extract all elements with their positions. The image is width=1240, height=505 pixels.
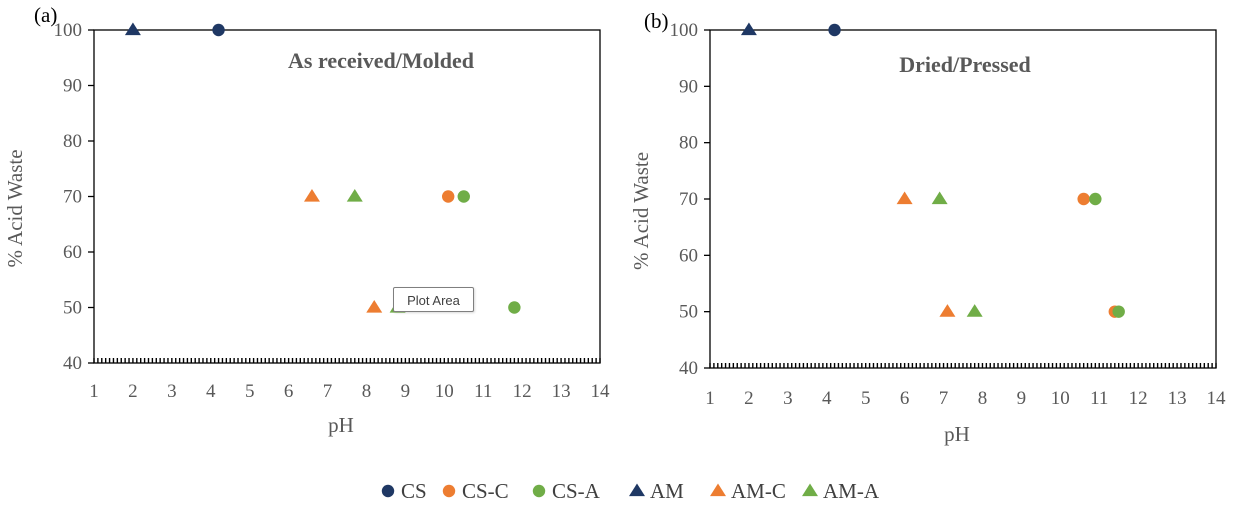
y-tick-label: 80 bbox=[679, 133, 698, 154]
legend-label-cs: CS bbox=[401, 479, 427, 503]
plot-area bbox=[709, 29, 1217, 369]
panel-label: (b) bbox=[644, 9, 669, 33]
legend-label-am-c: AM-C bbox=[731, 479, 786, 503]
x-tick-label: 3 bbox=[167, 381, 177, 402]
legend: CS CS-C CS-A AM AM-C AM-A bbox=[381, 479, 880, 503]
x-tick-label: 11 bbox=[1090, 388, 1108, 409]
y-tick-label: 50 bbox=[63, 298, 82, 319]
legend-marker-cs-a bbox=[532, 484, 546, 498]
legend-label-cs-c: CS-C bbox=[462, 479, 509, 503]
x-axis-label: pH bbox=[328, 413, 354, 437]
point-cs-c bbox=[442, 190, 455, 203]
x-tick-label: 7 bbox=[323, 381, 333, 402]
y-tick-label: 80 bbox=[63, 131, 82, 152]
point-am-a bbox=[346, 189, 363, 202]
point-cs-a bbox=[508, 301, 521, 314]
x-tick-label: 14 bbox=[591, 381, 611, 402]
y-tick-label: 60 bbox=[63, 242, 82, 263]
y-tick-label: 70 bbox=[63, 187, 82, 208]
x-tick-label: 1 bbox=[89, 381, 99, 402]
legend-label-am: AM bbox=[650, 479, 684, 503]
panel-label: (a) bbox=[34, 3, 57, 27]
x-tick-label: 4 bbox=[206, 381, 216, 402]
point-am-c bbox=[896, 191, 913, 205]
y-tick-label: 90 bbox=[63, 76, 82, 97]
x-tick-label: 3 bbox=[783, 388, 793, 409]
x-tick-label: 13 bbox=[1168, 388, 1187, 409]
y-tick-label: 90 bbox=[679, 76, 698, 97]
chart-title: Dried/Pressed bbox=[899, 52, 1031, 77]
x-tick-label: 8 bbox=[978, 388, 988, 409]
point-am-a bbox=[966, 304, 983, 317]
point-cs-a bbox=[457, 190, 470, 203]
y-tick-label: 60 bbox=[679, 245, 698, 266]
x-axis-label: pH bbox=[944, 422, 970, 446]
y-tick-label: 50 bbox=[679, 302, 698, 323]
x-tick-label: 4 bbox=[822, 388, 832, 409]
y-tick-label: 70 bbox=[679, 189, 698, 210]
x-tick-label: 6 bbox=[900, 388, 910, 409]
legend-marker-cs bbox=[381, 484, 395, 498]
x-tick-label: 12 bbox=[1129, 388, 1148, 409]
x-tick-label: 10 bbox=[1051, 388, 1070, 409]
y-tick-label: 100 bbox=[54, 20, 83, 41]
legend-marker-cs-c bbox=[442, 484, 456, 498]
point-cs bbox=[828, 23, 841, 37]
point-am-c bbox=[366, 300, 383, 313]
chart-title: As received/Molded bbox=[288, 48, 474, 73]
plot-area bbox=[93, 29, 601, 364]
x-tick-label: 5 bbox=[245, 381, 255, 402]
legend-marker-am bbox=[629, 483, 645, 497]
point-cs-a bbox=[1089, 192, 1102, 206]
x-tick-label: 14 bbox=[1207, 388, 1227, 409]
x-tick-label: 11 bbox=[474, 381, 492, 402]
x-tick-label: 8 bbox=[362, 381, 372, 402]
y-tick-label: 40 bbox=[63, 353, 82, 374]
y-axis-label: % Acid Waste bbox=[629, 152, 653, 270]
x-tick-label: 5 bbox=[861, 388, 871, 409]
x-tick-label: 2 bbox=[744, 388, 754, 409]
plot-area-tooltip: Plot Area bbox=[393, 287, 474, 312]
legend-label-am-a: AM-A bbox=[823, 479, 880, 503]
x-tick-label: 9 bbox=[1017, 388, 1027, 409]
point-cs bbox=[212, 23, 225, 37]
x-tick-label: 1 bbox=[705, 388, 715, 409]
legend-label-cs-a: CS-A bbox=[552, 479, 601, 503]
y-tick-label: 40 bbox=[679, 358, 698, 379]
x-tick-label: 7 bbox=[939, 388, 949, 409]
x-tick-label: 2 bbox=[128, 381, 138, 402]
point-am-c bbox=[303, 189, 320, 202]
x-tick-label: 12 bbox=[513, 381, 532, 402]
point-am-c bbox=[939, 304, 956, 317]
y-tick-label: 100 bbox=[670, 20, 699, 41]
point-am bbox=[740, 22, 757, 36]
x-tick-label: 13 bbox=[552, 381, 571, 402]
point-am bbox=[124, 22, 141, 36]
point-am-a bbox=[931, 191, 948, 205]
x-tick-label: 10 bbox=[435, 381, 454, 402]
legend-marker-am-a bbox=[802, 483, 818, 497]
y-axis-label: % Acid Waste bbox=[3, 149, 27, 267]
point-cs-c bbox=[1077, 192, 1090, 206]
point-cs-a bbox=[1112, 305, 1125, 318]
legend-marker-am-c bbox=[710, 483, 726, 497]
x-tick-label: 9 bbox=[401, 381, 411, 402]
x-tick-label: 6 bbox=[284, 381, 294, 402]
